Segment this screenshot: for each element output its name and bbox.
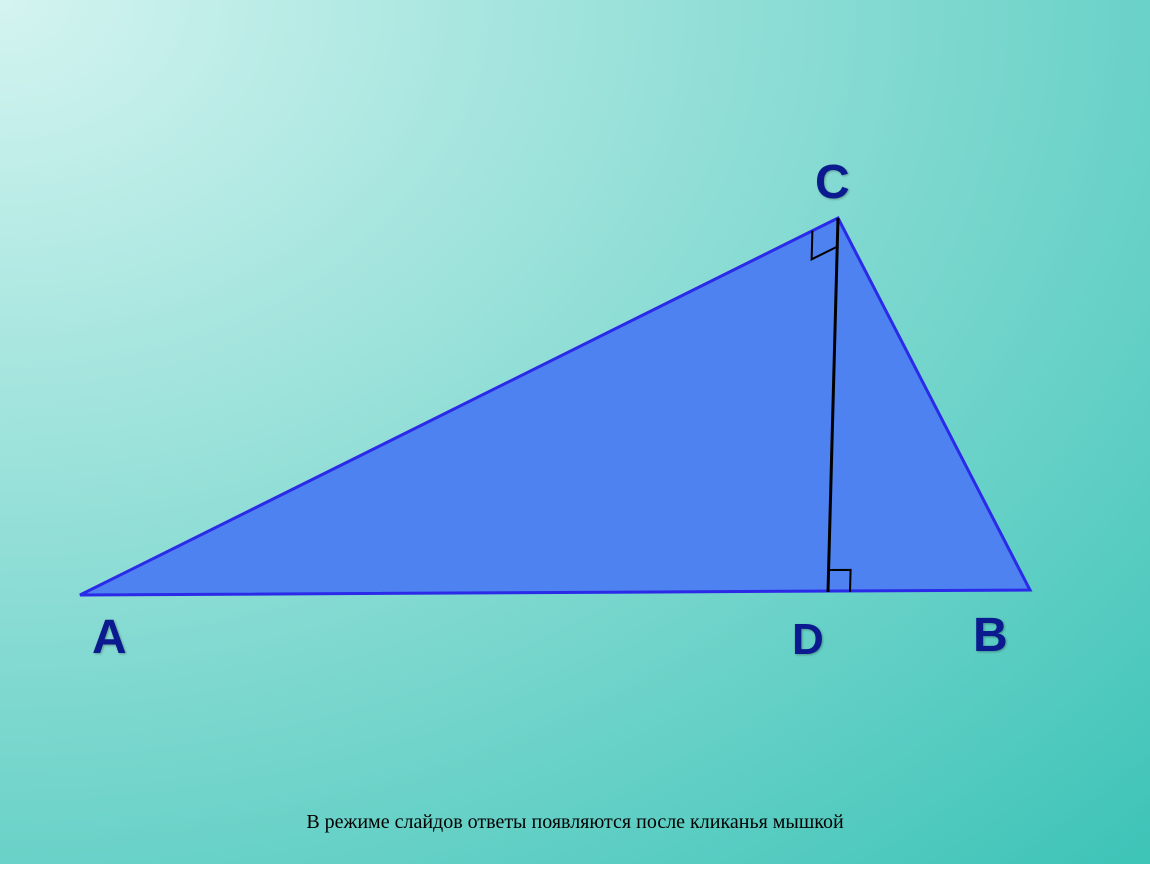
triangle-svg: [0, 0, 1150, 864]
vertex-label-c: C: [815, 155, 850, 210]
slide-caption: В режиме слайдов ответы появляются после…: [0, 811, 1150, 834]
triangle-abc: [80, 218, 1030, 595]
triangle-diagram: [0, 0, 1150, 864]
vertex-label-b: B: [973, 608, 1008, 663]
vertex-label-a: A: [92, 610, 127, 665]
vertex-label-d: D: [792, 615, 824, 665]
